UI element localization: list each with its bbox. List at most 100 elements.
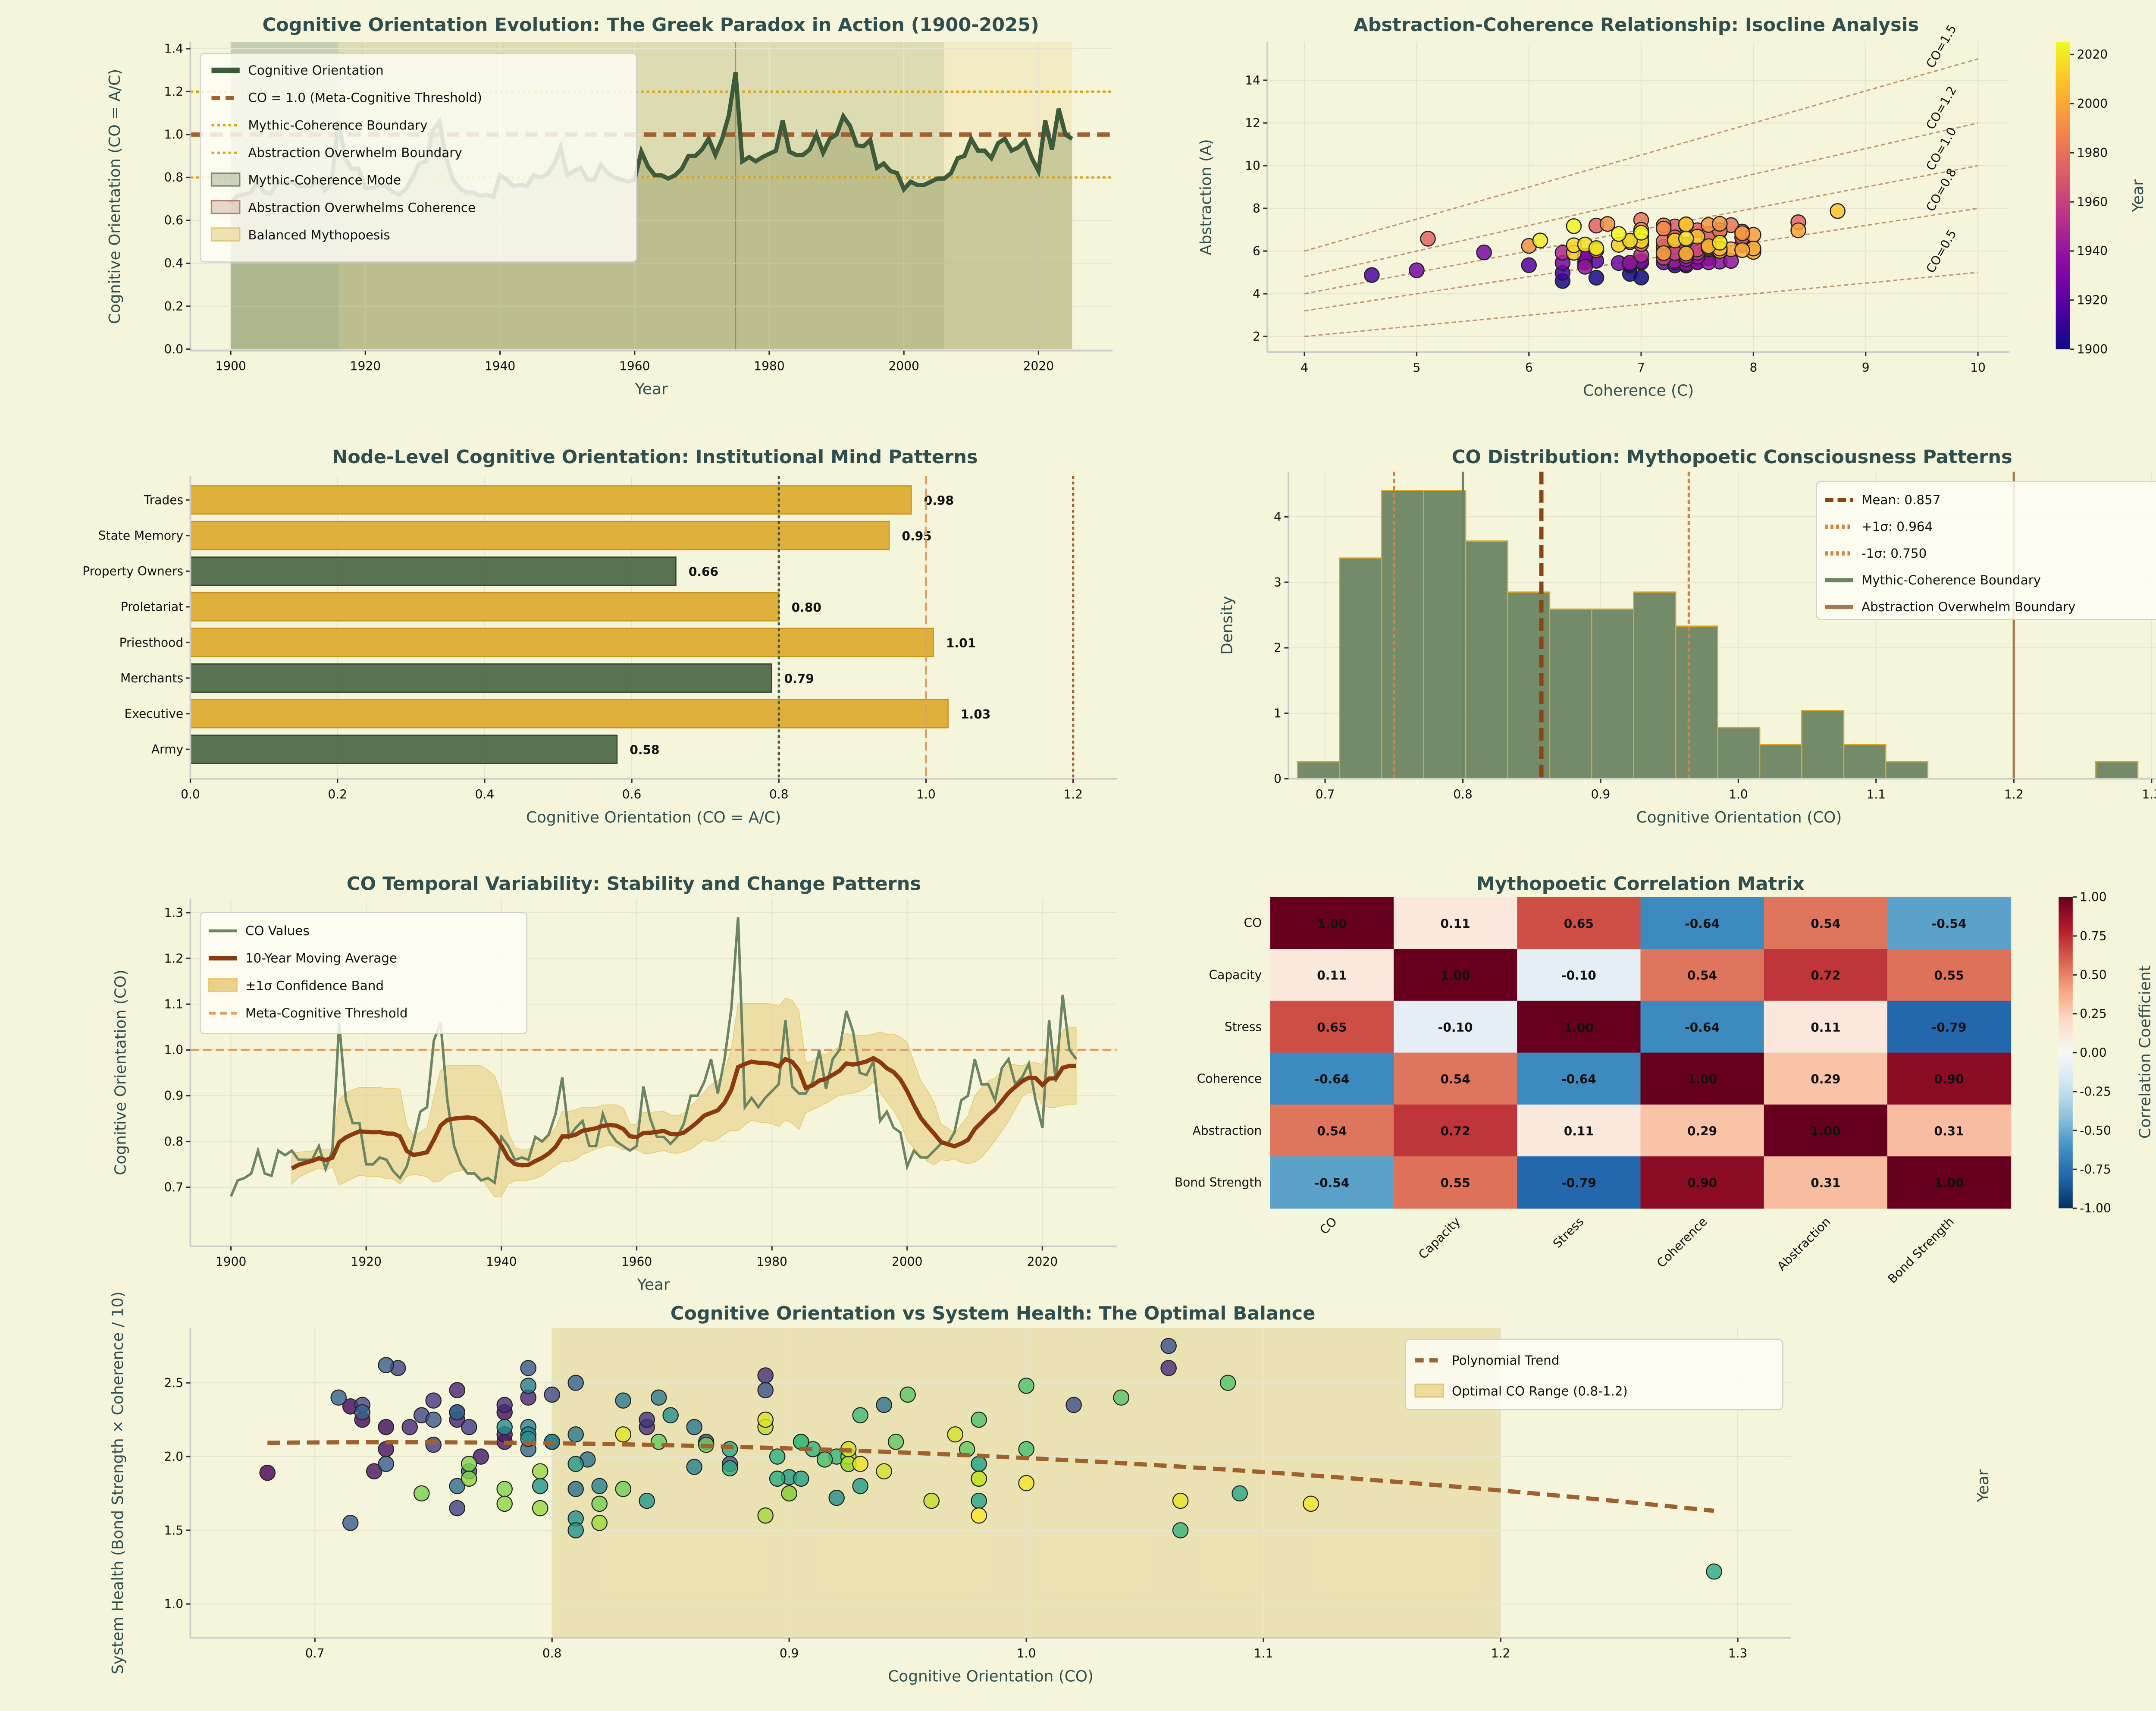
x-tick-label: 0.8 bbox=[769, 787, 789, 801]
heatmap-cell-value: 0.54 bbox=[1440, 1072, 1470, 1086]
colorbar-tick-label: -0.25 bbox=[2080, 1085, 2111, 1099]
heatmap-cell bbox=[1640, 949, 1764, 1001]
heatmap-cell-value: 1.00 bbox=[1317, 917, 1347, 931]
heatmap-cell-value: 0.11 bbox=[1564, 1124, 1594, 1138]
scatter-point bbox=[1160, 1360, 1177, 1376]
legend-label: -1σ: 0.750 bbox=[1861, 546, 1927, 561]
x-axis-label: Year bbox=[637, 1276, 670, 1294]
heatmap-cell-value: -0.79 bbox=[1561, 1176, 1596, 1190]
colorbar bbox=[2056, 42, 2070, 349]
histogram-bar bbox=[1885, 761, 1929, 780]
y-category-label: Merchants bbox=[120, 671, 183, 685]
x-tick-label: 0.8 bbox=[1453, 787, 1473, 801]
heatmap-cell bbox=[1764, 1104, 1888, 1157]
y-tick-label: 1.2 bbox=[164, 85, 184, 99]
x-tick-label: 10 bbox=[1970, 361, 1986, 375]
heatmap-cell-value: 0.11 bbox=[1440, 917, 1470, 931]
legend-label: Abstraction Overwhelm Boundary bbox=[248, 145, 462, 160]
colorbar-tick-label: 0.75 bbox=[2080, 929, 2106, 943]
legend-swatch bbox=[210, 172, 241, 187]
x-tick-label: 0.7 bbox=[1316, 787, 1335, 801]
x-tick-label: 0.7 bbox=[305, 1646, 325, 1661]
histogram-bar bbox=[1675, 625, 1718, 780]
heatmap-cell-value: -0.64 bbox=[1685, 917, 1720, 931]
scatter-point bbox=[567, 1522, 584, 1538]
scatter-point bbox=[1706, 1563, 1722, 1580]
x-tick-label: 1920 bbox=[350, 359, 381, 374]
heatmap-cell bbox=[1394, 949, 1518, 1001]
y-tick-label: 1.3 bbox=[164, 906, 184, 920]
scatter-point bbox=[1018, 1475, 1034, 1491]
scatter-point bbox=[401, 1419, 418, 1435]
bar bbox=[190, 485, 912, 515]
heatmap-cell bbox=[1270, 897, 1394, 950]
legend bbox=[1404, 1338, 1783, 1410]
y-axis-label: Cognitive Orientation (CO = A/C) bbox=[106, 69, 124, 324]
scatter-point bbox=[473, 1448, 489, 1465]
x-tick-label: 2000 bbox=[888, 359, 919, 374]
scatter-point bbox=[1611, 226, 1627, 242]
heatmap-row-label: Stress bbox=[1225, 1020, 1262, 1034]
bar bbox=[190, 592, 780, 622]
scatter-point bbox=[1521, 257, 1537, 273]
legend-label: Polynomial Trend bbox=[1452, 1353, 1559, 1368]
scatter-point bbox=[828, 1489, 845, 1506]
scatter-point bbox=[1712, 235, 1728, 251]
heatmap-cell bbox=[1887, 897, 2012, 950]
scatter-point bbox=[567, 1426, 584, 1443]
scatter-point bbox=[449, 1500, 465, 1516]
colorbar-label: Year bbox=[2129, 179, 2147, 213]
colorbar-label: Year bbox=[1974, 1469, 1992, 1502]
y-category-label: Priesthood bbox=[119, 635, 184, 650]
y-tick-label: 0.8 bbox=[164, 1134, 184, 1149]
chart-title: Node-Level Cognitive Orientation: Instit… bbox=[332, 446, 978, 468]
scatter-point bbox=[425, 1411, 442, 1428]
y-tick-label: 1.4 bbox=[164, 42, 184, 56]
scatter-point bbox=[378, 1456, 395, 1472]
scatter-point bbox=[650, 1389, 667, 1406]
scatter-point bbox=[923, 1492, 940, 1509]
heatmap-cell-value: 0.54 bbox=[1687, 969, 1717, 983]
polynomial-trend-line bbox=[267, 1440, 1714, 1513]
legend-label: 10-Year Moving Average bbox=[245, 951, 397, 966]
x-tick-label: 1920 bbox=[351, 1255, 382, 1269]
colorbar bbox=[2059, 897, 2073, 1209]
y-category-label: Trades bbox=[144, 493, 183, 507]
colorbar-tick-label: -0.75 bbox=[2080, 1162, 2111, 1177]
heatmap-cell-value: -0.79 bbox=[1932, 1020, 1967, 1035]
isocline-line bbox=[1304, 271, 1978, 337]
y-category-label: State Memory bbox=[98, 528, 183, 543]
scatter-point bbox=[1622, 254, 1638, 271]
co-values-line bbox=[229, 917, 1078, 1197]
heatmap-cell-value: 1.00 bbox=[1811, 1124, 1840, 1138]
heatmap-cell bbox=[1394, 1104, 1518, 1157]
scatter-point bbox=[1678, 230, 1694, 247]
regime-span bbox=[944, 42, 1072, 351]
legend-label: Mythic-Coherence Mode bbox=[248, 173, 401, 188]
scatter-point bbox=[567, 1481, 584, 1498]
heatmap-row-label: CO bbox=[1244, 916, 1262, 930]
heatmap-cell-value: -0.54 bbox=[1932, 917, 1967, 931]
scatter-point bbox=[449, 1478, 465, 1494]
heatmap-cell bbox=[1517, 1156, 1641, 1209]
heatmap-cell-value: 0.29 bbox=[1687, 1124, 1717, 1138]
colorbar-tick-label: -0.50 bbox=[2080, 1124, 2111, 1138]
heatmap-cell bbox=[1517, 949, 1641, 1001]
scatter-point bbox=[662, 1407, 679, 1424]
y-tick-label: 4 bbox=[1253, 287, 1260, 301]
scatter-point bbox=[757, 1411, 774, 1428]
x-tick-label: 1.3 bbox=[2142, 787, 2156, 801]
scatter-point bbox=[1655, 220, 1672, 237]
legend-label: Mythic-Coherence Boundary bbox=[1861, 573, 2041, 587]
scatter-point bbox=[1219, 1375, 1236, 1391]
x-tick-label: 4 bbox=[1300, 361, 1308, 375]
colorbar-label: Correlation Coefficient bbox=[2136, 965, 2154, 1139]
x-tick-label: 2020 bbox=[1023, 359, 1054, 374]
heatmap-cell bbox=[1394, 1001, 1518, 1053]
scatter-point bbox=[449, 1382, 465, 1398]
x-axis-label: Cognitive Orientation (CO = A/C) bbox=[526, 809, 781, 826]
x-tick-label: 1940 bbox=[486, 1255, 517, 1269]
heatmap-cell bbox=[1517, 1001, 1641, 1053]
scatter-point bbox=[591, 1478, 608, 1494]
